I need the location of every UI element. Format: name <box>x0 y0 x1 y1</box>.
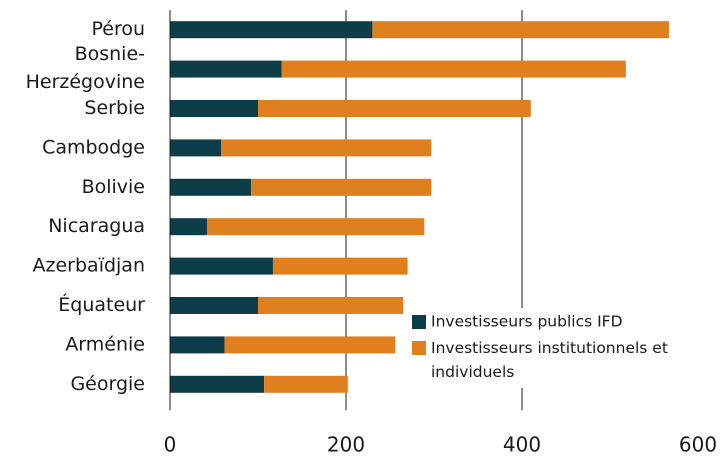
bar-segment <box>170 21 373 39</box>
y-tick-label: Bosnie-Herzégovine <box>26 43 145 93</box>
x-tick-label: 400 <box>503 433 541 457</box>
y-tick-label: Géorgie <box>70 373 145 395</box>
bar-segment <box>224 336 396 354</box>
bar-segment <box>170 218 207 236</box>
bar-segment <box>281 60 626 78</box>
x-tick-label: 600 <box>679 433 717 457</box>
bar-segment <box>258 100 531 117</box>
y-tick-label: Azerbaïdjan <box>33 255 145 277</box>
y-tick-label: Équateur <box>58 293 145 316</box>
legend-label: Investisseurs institutionnels et individu… <box>431 339 668 381</box>
y-tick-label: Arménie <box>65 333 145 355</box>
x-tick-label: 0 <box>164 433 177 457</box>
x-tick-label: 200 <box>327 433 365 457</box>
bar-segment <box>372 21 669 39</box>
legend-background <box>404 308 698 388</box>
bar-segment <box>170 297 258 314</box>
bar-segment <box>170 178 251 196</box>
y-tick-label: Pérou <box>91 18 145 40</box>
bar-segment <box>250 178 432 196</box>
bar-segment <box>206 218 425 236</box>
y-tick-label: Serbie <box>84 97 145 119</box>
y-tick-label: Nicaragua <box>48 215 145 237</box>
y-tick-label: Bolivie <box>82 176 145 198</box>
bar-segment <box>170 100 258 117</box>
legend-swatch <box>412 341 426 355</box>
bar-segment <box>264 375 348 393</box>
bar-segment <box>170 60 282 78</box>
legend-swatch <box>412 315 426 329</box>
bar-segment <box>170 336 225 354</box>
legend: Investisseurs publics IFD Investisseurs i… <box>404 308 698 388</box>
legend-label: Investisseurs publics IFD <box>431 313 623 331</box>
bar-segment <box>170 257 273 275</box>
bar-segment <box>170 139 222 157</box>
bar-segment <box>221 139 432 157</box>
bar-segment <box>170 375 265 393</box>
bar-segment <box>258 297 404 314</box>
bar-segment <box>272 257 408 275</box>
y-tick-label: Cambodge <box>42 136 145 158</box>
